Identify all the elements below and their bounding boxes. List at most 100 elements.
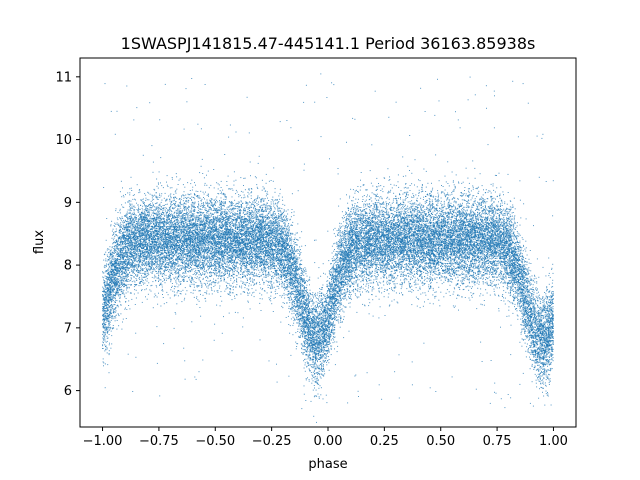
scatter-point xyxy=(265,218,267,220)
scatter-point xyxy=(243,226,244,227)
scatter-point xyxy=(117,219,119,221)
scatter-point xyxy=(356,251,357,253)
scatter-point xyxy=(207,280,209,282)
scatter-point xyxy=(237,262,239,264)
scatter-point xyxy=(346,290,348,292)
scatter-point xyxy=(379,306,381,308)
scatter-point xyxy=(400,253,402,255)
scatter-point xyxy=(230,205,232,207)
scatter-point xyxy=(265,173,267,175)
scatter-point xyxy=(442,251,444,253)
scatter-point xyxy=(301,292,303,294)
scatter-point xyxy=(135,214,137,216)
scatter-point xyxy=(317,341,319,343)
scatter-point xyxy=(527,336,529,338)
scatter-point xyxy=(128,300,130,302)
scatter-point xyxy=(185,216,186,218)
scatter-points xyxy=(102,73,554,423)
scatter-point xyxy=(110,267,112,269)
scatter-point xyxy=(381,224,383,226)
scatter-point xyxy=(448,185,450,187)
scatter-point xyxy=(134,229,136,231)
scatter-point xyxy=(493,229,495,231)
scatter-point xyxy=(265,237,267,238)
scatter-point xyxy=(109,321,111,323)
scatter-point xyxy=(445,244,446,246)
scatter-point xyxy=(466,209,468,211)
scatter-point xyxy=(376,211,378,213)
scatter-point xyxy=(475,229,477,231)
scatter-point xyxy=(504,252,506,254)
scatter-point xyxy=(467,258,469,260)
scatter-point xyxy=(524,342,526,344)
scatter-point xyxy=(375,295,377,297)
scatter-point xyxy=(439,272,441,274)
scatter-point xyxy=(506,221,508,223)
scatter-point xyxy=(211,254,213,256)
scatter-point xyxy=(485,240,487,242)
scatter-point xyxy=(262,197,264,199)
scatter-point xyxy=(330,311,332,312)
scatter-point xyxy=(145,258,146,260)
scatter-point xyxy=(397,214,399,216)
scatter-point xyxy=(150,260,152,262)
scatter-point xyxy=(167,232,169,233)
scatter-point xyxy=(116,253,118,255)
scatter-point xyxy=(494,231,495,233)
scatter-point xyxy=(355,258,357,260)
scatter-point xyxy=(106,288,108,290)
scatter-point xyxy=(180,231,182,233)
scatter-point xyxy=(348,255,350,257)
scatter-point xyxy=(179,234,181,236)
scatter-point xyxy=(441,276,443,278)
scatter-point xyxy=(141,264,143,266)
scatter-point xyxy=(144,237,146,239)
scatter-point xyxy=(454,227,455,229)
scatter-point xyxy=(170,221,172,223)
scatter-point xyxy=(416,206,418,208)
scatter-point xyxy=(506,268,508,270)
scatter-point xyxy=(155,227,157,229)
scatter-point xyxy=(185,276,187,278)
scatter-point xyxy=(199,244,201,246)
scatter-point xyxy=(382,269,384,271)
scatter-point xyxy=(125,248,126,249)
scatter-point xyxy=(270,206,272,208)
scatter-point xyxy=(390,271,392,273)
scatter-point xyxy=(352,283,353,285)
scatter-point xyxy=(307,363,309,365)
scatter-point xyxy=(445,250,447,252)
scatter-point xyxy=(528,302,530,304)
scatter-point xyxy=(138,225,140,227)
scatter-point xyxy=(480,219,482,221)
scatter-point xyxy=(338,240,340,242)
scatter-point xyxy=(419,274,421,275)
scatter-point xyxy=(280,237,281,239)
scatter-point xyxy=(170,204,172,206)
scatter-point xyxy=(523,257,525,259)
scatter-point xyxy=(467,214,469,216)
scatter-point xyxy=(154,255,156,257)
scatter-point xyxy=(291,233,293,235)
scatter-point xyxy=(323,313,325,315)
scatter-point xyxy=(395,227,397,229)
scatter-point xyxy=(193,226,195,228)
scatter-point xyxy=(405,227,407,229)
scatter-point xyxy=(229,274,231,276)
scatter-point xyxy=(522,300,524,302)
scatter-point xyxy=(167,269,168,271)
scatter-point xyxy=(304,370,306,372)
scatter-point xyxy=(549,340,551,342)
scatter-point xyxy=(364,200,366,202)
scatter-point xyxy=(144,263,146,265)
scatter-point xyxy=(547,393,549,395)
scatter-point xyxy=(464,253,466,255)
scatter-point xyxy=(317,380,319,382)
scatter-point xyxy=(350,260,351,262)
scatter-point xyxy=(475,228,477,229)
scatter-point xyxy=(181,225,183,227)
scatter-point xyxy=(202,256,204,258)
scatter-point xyxy=(406,263,408,265)
scatter-point xyxy=(469,213,471,215)
scatter-point xyxy=(228,188,230,190)
